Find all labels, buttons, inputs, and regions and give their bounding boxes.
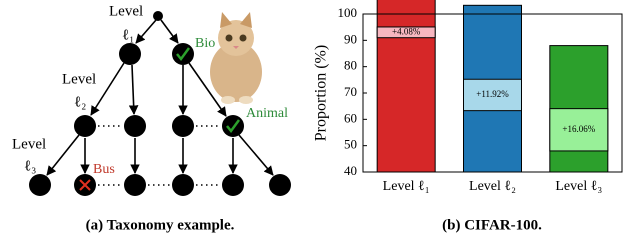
figure: Bio Animal Bus Level ℓ₁ Level ℓ₂ Level ℓ… (0, 0, 638, 242)
x-tick-label: Level ℓ₁ (383, 179, 430, 194)
node (222, 174, 244, 196)
node (124, 174, 146, 196)
node (172, 43, 194, 65)
cat-picture (210, 12, 262, 104)
edge (239, 135, 273, 175)
x-tick-label: Level ℓ₂ (469, 179, 516, 194)
edge (136, 20, 156, 43)
node (222, 115, 244, 137)
edge (47, 135, 79, 175)
level-word: Level (62, 71, 96, 87)
level-index: ℓ₃ (24, 158, 36, 174)
node (74, 115, 96, 137)
y-tick-label: 40 (344, 163, 357, 178)
edge (132, 65, 134, 114)
node (29, 174, 51, 196)
value-label: +16.06% (562, 124, 595, 134)
caption: (a) Taxonomy example. (86, 217, 235, 233)
level-index: ℓ₂ (74, 94, 86, 110)
node-label: Bio (195, 36, 215, 51)
level-word: Level (109, 3, 143, 19)
node (124, 115, 146, 137)
level-index: ℓ₁ (122, 27, 134, 43)
node-label: Bus (93, 162, 115, 177)
y-tick-label: 90 (344, 31, 357, 46)
taxonomy-diagram: Bio Animal Bus Level ℓ₁ Level ℓ₂ Level ℓ… (12, 3, 291, 196)
y-tick-label: 100 (338, 5, 358, 20)
node (269, 174, 291, 196)
node-label: Animal (246, 106, 288, 121)
value-label: +11.92% (476, 89, 509, 99)
y-tick-label: 70 (344, 84, 357, 99)
y-tick-label: 60 (344, 110, 357, 125)
bar-chart: 40 50 60 70 80 90 100 Level ℓ₁ +4.08% Level ℓ₂ +11… (338, 0, 608, 194)
y-axis-label: Proportion (%) (313, 45, 330, 141)
level-word: Level (12, 136, 46, 152)
node (172, 174, 194, 196)
node (119, 43, 141, 65)
y-tick-label: 80 (344, 58, 357, 73)
x-tick-label: Level ℓ₃ (555, 179, 602, 194)
node (153, 11, 163, 21)
y-tick-label: 50 (344, 137, 357, 152)
edge (161, 20, 178, 43)
caption: (b) CIFAR-100. (442, 217, 542, 233)
value-label: +4.08% (392, 26, 421, 36)
node (172, 115, 194, 137)
